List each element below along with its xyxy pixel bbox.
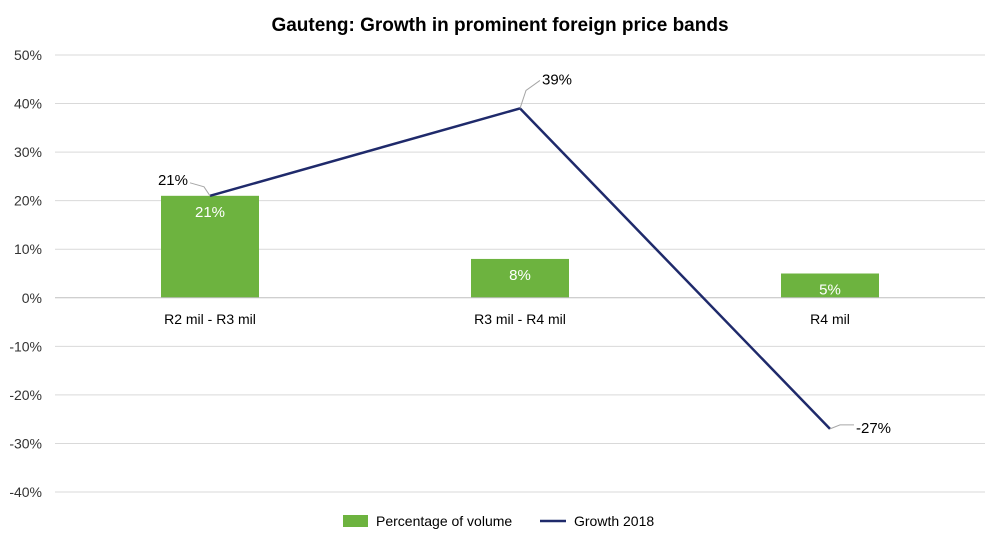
y-tick-label: 10% [14, 241, 42, 257]
y-tick-label: -20% [9, 387, 42, 403]
legend: Percentage of volume Growth 2018 [343, 513, 654, 529]
y-tick-label: 0% [22, 290, 42, 306]
y-tick-label: -10% [9, 338, 42, 354]
line-data-label: 21% [158, 172, 188, 189]
bar-data-label: 21% [195, 204, 225, 221]
y-axis-ticks: -40% -30% -20% -10% 0% 10% 20% 30% 40% 50% [9, 47, 42, 500]
bar-series [161, 195, 879, 298]
bar [161, 195, 259, 298]
legend-label: Growth 2018 [574, 513, 654, 529]
category-label: R3 mil - R4 mil [474, 311, 566, 327]
category-label: R4 mil [810, 311, 850, 327]
legend-swatch-bar [343, 515, 368, 527]
data-labels: 21% 8% 5% 21% 39% -27% [158, 71, 891, 436]
bar [781, 273, 879, 298]
y-tick-label: -40% [9, 484, 42, 500]
chart-title: Gauteng: Growth in prominent foreign pri… [271, 15, 728, 36]
y-tick-label: 30% [14, 144, 42, 160]
bar-data-label: 5% [819, 282, 841, 299]
y-tick-label: 20% [14, 193, 42, 209]
legend-label: Percentage of volume [376, 513, 512, 529]
leader-line [829, 424, 854, 430]
leader-line [189, 182, 211, 197]
category-label: R2 mil - R3 mil [164, 311, 256, 327]
bar-data-label: 8% [509, 267, 531, 284]
y-tick-label: 40% [14, 96, 42, 112]
bar [471, 258, 569, 298]
line-data-label: -27% [856, 420, 891, 437]
y-tick-label: -30% [9, 435, 42, 451]
leader-line [519, 80, 541, 109]
line-data-label: 39% [542, 71, 572, 88]
y-tick-label: 50% [14, 47, 42, 63]
category-labels: R2 mil - R3 mil R3 mil - R4 mil R4 mil [164, 311, 850, 327]
